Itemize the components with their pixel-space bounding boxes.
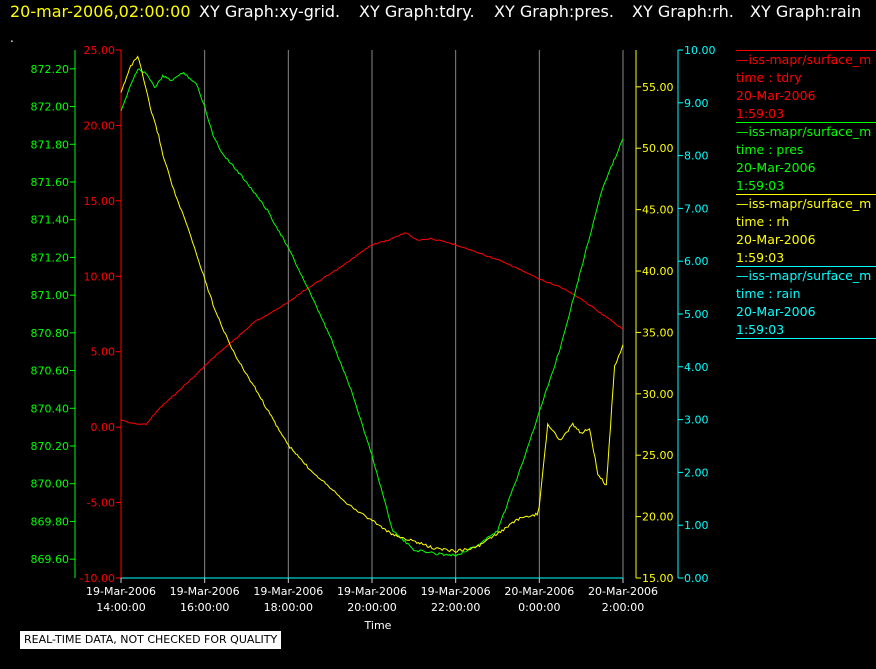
legend-date: 20-Mar-2006 xyxy=(736,88,816,103)
legend-date: 20-Mar-2006 xyxy=(736,232,816,247)
legend-time: 1:59:03 xyxy=(736,250,785,265)
pres-tick-label: 870.20 xyxy=(31,440,70,453)
header-graph-title: XY Graph:tdry. xyxy=(359,2,475,21)
legend-time: 1:59:03 xyxy=(736,178,785,193)
rain-tick-label: 6.00 xyxy=(684,255,709,268)
tdry-tick-label: 20.00 xyxy=(84,119,116,132)
rh-tick-label: 20.00 xyxy=(642,511,674,524)
legend-date: 20-Mar-2006 xyxy=(736,304,816,319)
tdry-tick-label: 15.00 xyxy=(84,195,116,208)
tdry-tick-label: 25.00 xyxy=(84,44,116,57)
x-tick-time: 0:00:00 xyxy=(518,601,560,614)
pres-tick-label: 871.40 xyxy=(31,214,70,227)
legend-separator xyxy=(736,194,876,195)
rh-series-line xyxy=(120,55,624,553)
x-tick-date: 19-Mar-2006 xyxy=(421,585,491,598)
rain-tick-label: 1.00 xyxy=(684,519,709,532)
x-tick-date: 20-Mar-2006 xyxy=(588,585,658,598)
legend-time: 1:59:03 xyxy=(736,106,785,121)
rh-tick-label: 30.00 xyxy=(642,388,674,401)
rain-tick-label: 3.00 xyxy=(684,414,709,427)
tdry-tick-label: -5.00 xyxy=(87,497,115,510)
pres-tick-label: 869.80 xyxy=(31,515,70,528)
tdry-tick-label: 0.00 xyxy=(91,421,116,434)
pres-tick-label: 871.60 xyxy=(31,176,70,189)
x-tick-date: 19-Mar-2006 xyxy=(337,585,407,598)
rain-tick-label: 10.00 xyxy=(684,44,716,57)
rh-tick-label: 40.00 xyxy=(642,265,674,278)
pres-tick-label: 870.00 xyxy=(31,478,70,491)
tdry-series-line xyxy=(120,232,624,426)
rain-tick-label: 2.00 xyxy=(684,466,709,479)
x-tick-time: 16:00:00 xyxy=(180,601,229,614)
tdry-tick-label: -10.00 xyxy=(80,572,115,585)
x-tick-date: 20-Mar-2006 xyxy=(504,585,574,598)
legend-source: —iss-mapr/surface_m xyxy=(736,52,872,67)
pres-tick-label: 871.00 xyxy=(31,289,70,302)
pres-tick-label: 869.60 xyxy=(31,553,70,566)
pres-tick-label: 870.40 xyxy=(31,402,70,415)
x-tick-time: 14:00:00 xyxy=(96,601,145,614)
rain-tick-label: 4.00 xyxy=(684,361,709,374)
rh-tick-label: 45.00 xyxy=(642,204,674,217)
legend-separator xyxy=(736,50,876,51)
tdry-tick-label: 5.00 xyxy=(91,346,116,359)
legend-time: 1:59:03 xyxy=(736,322,785,337)
x-tick-time: 22:00:00 xyxy=(431,601,480,614)
rain-tick-label: 8.00 xyxy=(684,150,709,163)
rh-tick-label: 50.00 xyxy=(642,142,674,155)
legend-field: time : rain xyxy=(736,286,801,301)
legend-source: —iss-mapr/surface_m xyxy=(736,196,872,211)
header-graph-title: XY Graph:pres. xyxy=(494,2,614,21)
rh-tick-label: 35.00 xyxy=(642,326,674,339)
header-bar: 20-mar-2006,02:00:00 XY Graph:xy-grid. XY … xyxy=(0,0,876,26)
x-tick-date: 19-Mar-2006 xyxy=(86,585,156,598)
quality-note: REAL-TIME DATA, NOT CHECKED FOR QUALITY xyxy=(20,631,282,649)
rh-tick-label: 55.00 xyxy=(642,81,674,94)
legend-field: time : tdry xyxy=(736,70,802,85)
header-graph-title: XY Graph:xy-grid. xyxy=(199,2,341,21)
pres-tick-label: 871.80 xyxy=(31,138,70,151)
pres-series-line xyxy=(120,68,624,557)
header-graph-title: XY Graph:rain xyxy=(750,2,862,21)
tdry-tick-label: 10.00 xyxy=(84,270,116,283)
legend-source: —iss-mapr/surface_m xyxy=(736,124,872,139)
legend-date: 20-Mar-2006 xyxy=(736,160,816,175)
header-dot: . xyxy=(10,31,14,45)
legend-field: time : pres xyxy=(736,142,804,157)
x-tick-date: 19-Mar-2006 xyxy=(170,585,240,598)
legend-field: time : rh xyxy=(736,214,790,229)
legend-separator xyxy=(736,266,876,267)
x-tick-time: 20:00:00 xyxy=(347,601,396,614)
legend-bottom-rule xyxy=(736,338,876,339)
legend-separator xyxy=(736,122,876,123)
pres-tick-label: 871.20 xyxy=(31,251,70,264)
rh-tick-label: 25.00 xyxy=(642,449,674,462)
x-tick-time: 18:00:00 xyxy=(264,601,313,614)
pres-tick-label: 872.20 xyxy=(31,63,70,76)
x-tick-time: 2:00:00 xyxy=(602,601,644,614)
rain-tick-label: 7.00 xyxy=(684,202,709,215)
x-tick-date: 19-Mar-2006 xyxy=(253,585,323,598)
x-axis-label: Time xyxy=(364,619,392,632)
rain-tick-label: 0.00 xyxy=(684,572,709,585)
legend-source: —iss-mapr/surface_m xyxy=(736,268,872,283)
rain-tick-label: 5.00 xyxy=(684,308,709,321)
header-timestamp: 20-mar-2006,02:00:00 xyxy=(10,2,191,21)
pres-tick-label: 870.60 xyxy=(31,365,70,378)
pres-tick-label: 870.80 xyxy=(31,327,70,340)
rh-tick-label: 15.00 xyxy=(642,572,674,585)
rain-tick-label: 9.00 xyxy=(684,97,709,110)
pres-tick-label: 872.00 xyxy=(31,101,70,114)
header-graph-title: XY Graph:rh. xyxy=(632,2,734,21)
